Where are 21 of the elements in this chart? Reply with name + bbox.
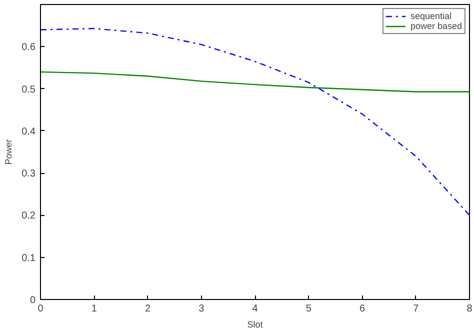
line-series [40,71,470,92]
y-tick-label: 0.1 [22,252,36,264]
x-tick-label: 4 [252,304,258,314]
x-tick-label: 2 [144,304,151,314]
x-tick-label: 0 [38,304,44,314]
y-tick-label: 0.4 [22,126,36,138]
x-axis-title: Slot [247,320,264,330]
legend-label: sequential [410,11,452,21]
x-tick-label: 3 [198,304,205,314]
x-tick-label: 7 [413,304,420,314]
y-tick-label: 0.3 [22,168,36,180]
x-tick-label: 8 [466,304,473,314]
x-tick-label: 1 [91,304,98,314]
x-tick-label: 5 [306,304,312,314]
y-tick-label: 0.2 [22,210,36,222]
y-tick-label: 0.5 [22,84,36,96]
y-tick-label: 0.6 [22,42,36,54]
legend-label: power based [410,21,462,31]
y-tick-label: 0 [30,295,36,306]
y-axis-title: Power [4,139,14,165]
x-tick-label: 6 [359,304,366,314]
